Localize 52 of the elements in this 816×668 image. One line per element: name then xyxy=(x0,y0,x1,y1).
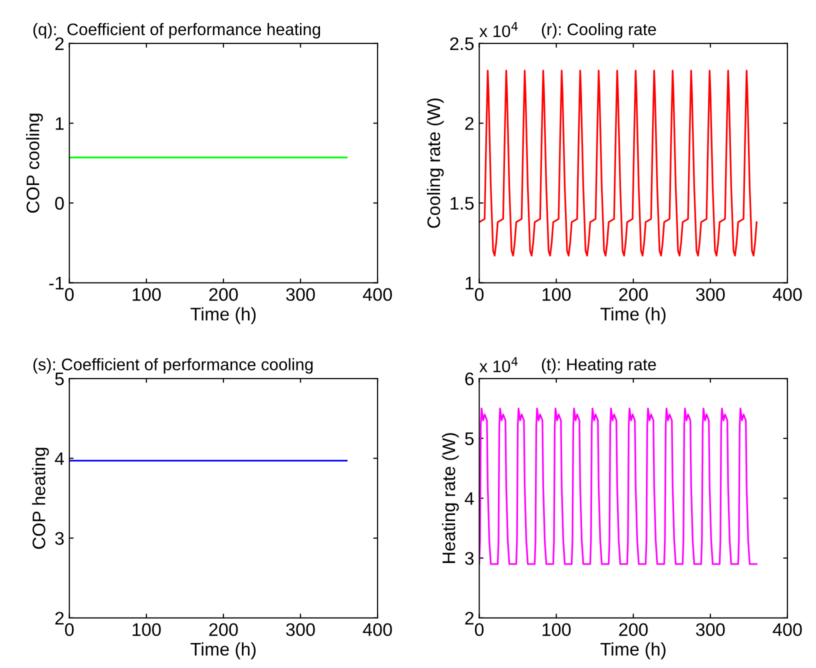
x-tick-label: 300 xyxy=(286,623,315,636)
chart-title: (r): Cooling rate xyxy=(542,23,656,39)
y-tick-label: 2.5 xyxy=(450,37,474,50)
x-tick-label: 300 xyxy=(696,288,725,301)
y-tick-label: 4 xyxy=(54,452,64,465)
x-axis-title: Time (h) xyxy=(190,307,256,324)
y-tick-label: 2 xyxy=(465,612,474,624)
x-tick-label: 100 xyxy=(542,288,571,301)
y-tick-label: 3 xyxy=(55,532,64,545)
chart-title: (s): Coefficient of performance cooling xyxy=(33,358,313,374)
x-tick-label: 200 xyxy=(619,288,648,301)
y-tick-label: 1.5 xyxy=(450,197,474,210)
x-tick-label: 400 xyxy=(362,623,392,636)
x-tick-label: 0 xyxy=(474,623,484,636)
x-tick-label: 100 xyxy=(132,623,161,636)
y-tick-label: -1 xyxy=(49,276,64,290)
y-tick-label: 0 xyxy=(55,196,64,210)
x-tick-label: 0 xyxy=(474,288,484,301)
x-tick-label: 0 xyxy=(65,288,74,301)
y-tick-label: 5 xyxy=(55,372,64,386)
x-tick-label: 100 xyxy=(132,288,161,301)
text: x 10$^{4}$ xyxy=(479,22,518,38)
x-tick-label: 200 xyxy=(209,288,238,301)
y-tick-label: 2 xyxy=(55,612,64,624)
y-tick-label: 3 xyxy=(465,552,474,565)
chart-title: (t): Heating rate xyxy=(542,358,656,374)
line-series xyxy=(479,408,758,565)
x-axis-title: Time (h) xyxy=(190,642,256,660)
text: x 10$^{4}$ xyxy=(479,357,518,372)
x-tick-label: 400 xyxy=(772,288,802,301)
line-series xyxy=(479,70,758,256)
x-tick-label: 0 xyxy=(65,623,74,636)
y-axis-title: COP cooling xyxy=(26,114,43,213)
x-tick-label: 400 xyxy=(772,623,802,636)
x-tick-label: 400 xyxy=(362,288,392,301)
x-axis-title: Time (h) xyxy=(600,642,666,660)
y-tick-label: 5 xyxy=(465,432,474,446)
y-tick-label: 2 xyxy=(55,37,64,50)
y-axis-title: COP heating xyxy=(32,448,49,549)
x-tick-label: 200 xyxy=(619,623,648,636)
x-tick-label: 200 xyxy=(209,623,238,636)
y-axis-title: Heating rate (W) xyxy=(442,433,459,563)
x-axis-title: Time (h) xyxy=(600,307,666,324)
y-tick-label: 1 xyxy=(56,117,64,130)
y-tick-label: 6 xyxy=(465,372,474,386)
x-tick-label: 300 xyxy=(696,623,725,636)
y-tick-label: 2 xyxy=(465,117,474,130)
x-tick-label: 100 xyxy=(542,623,571,636)
y-tick-label: 4 xyxy=(464,492,474,505)
y-axis-title: Cooling rate (W) xyxy=(426,98,444,228)
x-tick-label: 300 xyxy=(286,288,315,301)
y-tick-label: 1 xyxy=(466,276,474,290)
